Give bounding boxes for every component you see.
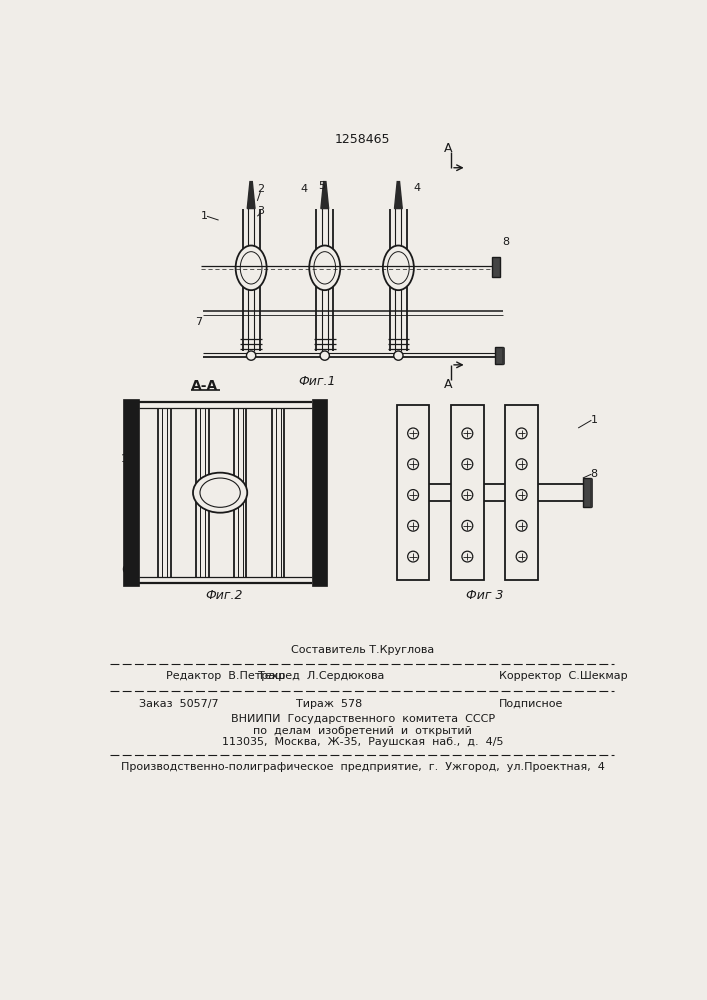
Bar xyxy=(451,405,484,580)
Circle shape xyxy=(516,459,527,470)
Text: A: A xyxy=(444,142,452,155)
Text: Заказ  5057/7: Заказ 5057/7 xyxy=(139,699,218,709)
Text: 8: 8 xyxy=(590,469,597,479)
Circle shape xyxy=(462,459,473,470)
Polygon shape xyxy=(247,182,255,209)
Text: 1: 1 xyxy=(201,211,208,221)
Ellipse shape xyxy=(309,246,340,290)
Bar xyxy=(583,478,590,507)
Circle shape xyxy=(516,490,527,500)
Text: 5: 5 xyxy=(317,181,325,191)
Bar xyxy=(123,399,139,586)
Text: 3: 3 xyxy=(124,473,131,483)
Circle shape xyxy=(462,428,473,439)
Text: A: A xyxy=(444,378,452,391)
Text: 1258465: 1258465 xyxy=(335,133,390,146)
Circle shape xyxy=(516,428,527,439)
Text: 7: 7 xyxy=(195,317,202,327)
Text: 1: 1 xyxy=(121,454,128,464)
Text: ВНИИПИ  Государственного  комитета  СССР: ВНИИПИ Государственного комитета СССР xyxy=(230,714,495,724)
Ellipse shape xyxy=(314,252,336,284)
Text: Составитель Т.Круглова: Составитель Т.Круглова xyxy=(291,645,434,655)
Text: А-А: А-А xyxy=(191,379,218,393)
Circle shape xyxy=(408,459,419,470)
Ellipse shape xyxy=(193,473,247,513)
Ellipse shape xyxy=(387,252,409,284)
Circle shape xyxy=(462,551,473,562)
Text: Корректор  С.Шекмар: Корректор С.Шекмар xyxy=(499,671,628,681)
Circle shape xyxy=(462,520,473,531)
Text: 113035,  Москва,  Ж-35,  Раушская  наб.,  д.  4/5: 113035, Москва, Ж-35, Раушская наб., д. … xyxy=(222,737,503,747)
Text: 2: 2 xyxy=(257,184,264,194)
Circle shape xyxy=(408,520,419,531)
Text: 3: 3 xyxy=(257,206,264,216)
Text: 6: 6 xyxy=(121,565,128,575)
Text: Производственно-полиграфическое  предприятие,  г.  Ужгород,  ул.Проектная,  4: Производственно-полиграфическое предприя… xyxy=(121,762,604,772)
Circle shape xyxy=(247,351,256,360)
Text: 4: 4 xyxy=(300,184,308,194)
Circle shape xyxy=(462,490,473,500)
Text: Фиг.2: Фиг.2 xyxy=(205,589,243,602)
Polygon shape xyxy=(321,182,329,209)
Text: Редактор  В.Петраш: Редактор В.Петраш xyxy=(166,671,285,681)
Bar xyxy=(312,399,327,586)
Circle shape xyxy=(516,551,527,562)
Circle shape xyxy=(516,520,527,531)
Text: Фиг 3: Фиг 3 xyxy=(467,589,504,602)
Text: Фиг.1: Фиг.1 xyxy=(298,375,336,388)
Text: 1: 1 xyxy=(590,415,597,425)
Ellipse shape xyxy=(200,478,240,507)
Text: Подписное: Подписное xyxy=(499,699,563,709)
Bar xyxy=(506,405,538,580)
Ellipse shape xyxy=(235,246,267,290)
Text: 8: 8 xyxy=(502,237,509,247)
Circle shape xyxy=(408,428,419,439)
Circle shape xyxy=(320,351,329,360)
Ellipse shape xyxy=(240,252,262,284)
Bar xyxy=(492,257,500,277)
Bar xyxy=(495,347,503,364)
Circle shape xyxy=(408,551,419,562)
Circle shape xyxy=(394,351,403,360)
Circle shape xyxy=(408,490,419,500)
Ellipse shape xyxy=(383,246,414,290)
Bar xyxy=(397,405,429,580)
Text: Техред  Л.Сердюкова: Техред Л.Сердюкова xyxy=(257,671,384,681)
Polygon shape xyxy=(395,182,402,209)
Text: Тираж  578: Тираж 578 xyxy=(296,699,362,709)
Text: 4: 4 xyxy=(414,183,421,193)
Text: по  делам  изобретений  и  открытий: по делам изобретений и открытий xyxy=(253,726,472,736)
